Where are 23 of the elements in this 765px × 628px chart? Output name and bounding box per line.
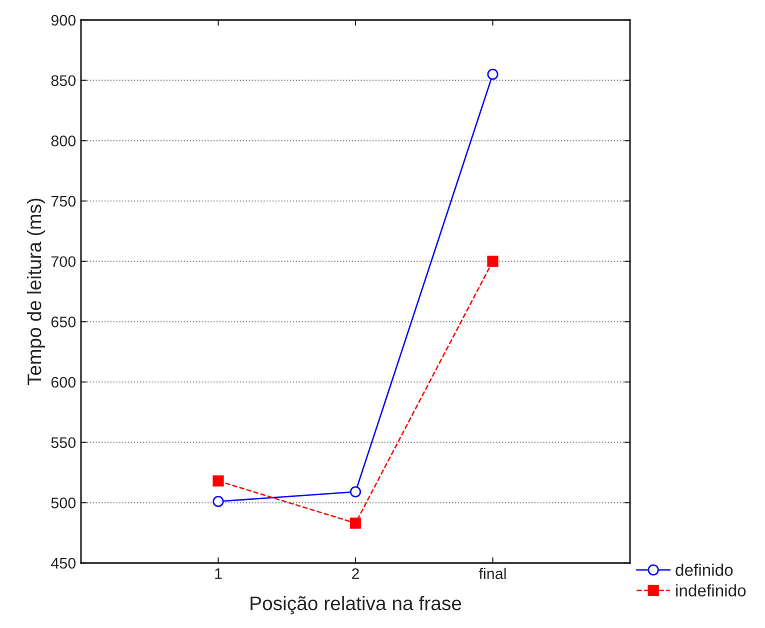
- y-tick-label: 700: [51, 256, 76, 268]
- point: [212, 496, 224, 508]
- point: [487, 256, 498, 267]
- point: [350, 486, 362, 498]
- x-tick-label: final: [478, 568, 506, 580]
- y-tick-label: 900: [51, 14, 76, 26]
- x-tick-label: 2: [352, 568, 359, 579]
- point: [487, 68, 498, 80]
- y-tick-label: 500: [51, 498, 76, 508]
- y-tick-label: 600: [51, 376, 76, 388]
- y-tick-label: 550: [51, 437, 76, 448]
- x-axis-title: Posição relativa na frase: [250, 596, 462, 614]
- y-tick-label: 850: [51, 75, 76, 86]
- y-tick-label: 450: [51, 558, 76, 569]
- y-axis-title: Tempo de leitura (ms): [26, 198, 46, 386]
- legend-label: definido: [676, 564, 733, 576]
- y-tick-label: 650: [51, 316, 76, 328]
- legend-label: indefinido: [676, 584, 746, 596]
- y-tick-label: 750: [51, 196, 76, 207]
- x-tick-label: 1: [215, 568, 222, 579]
- point: [350, 518, 362, 529]
- point: [212, 475, 224, 487]
- y-tick-label: 800: [51, 136, 76, 146]
